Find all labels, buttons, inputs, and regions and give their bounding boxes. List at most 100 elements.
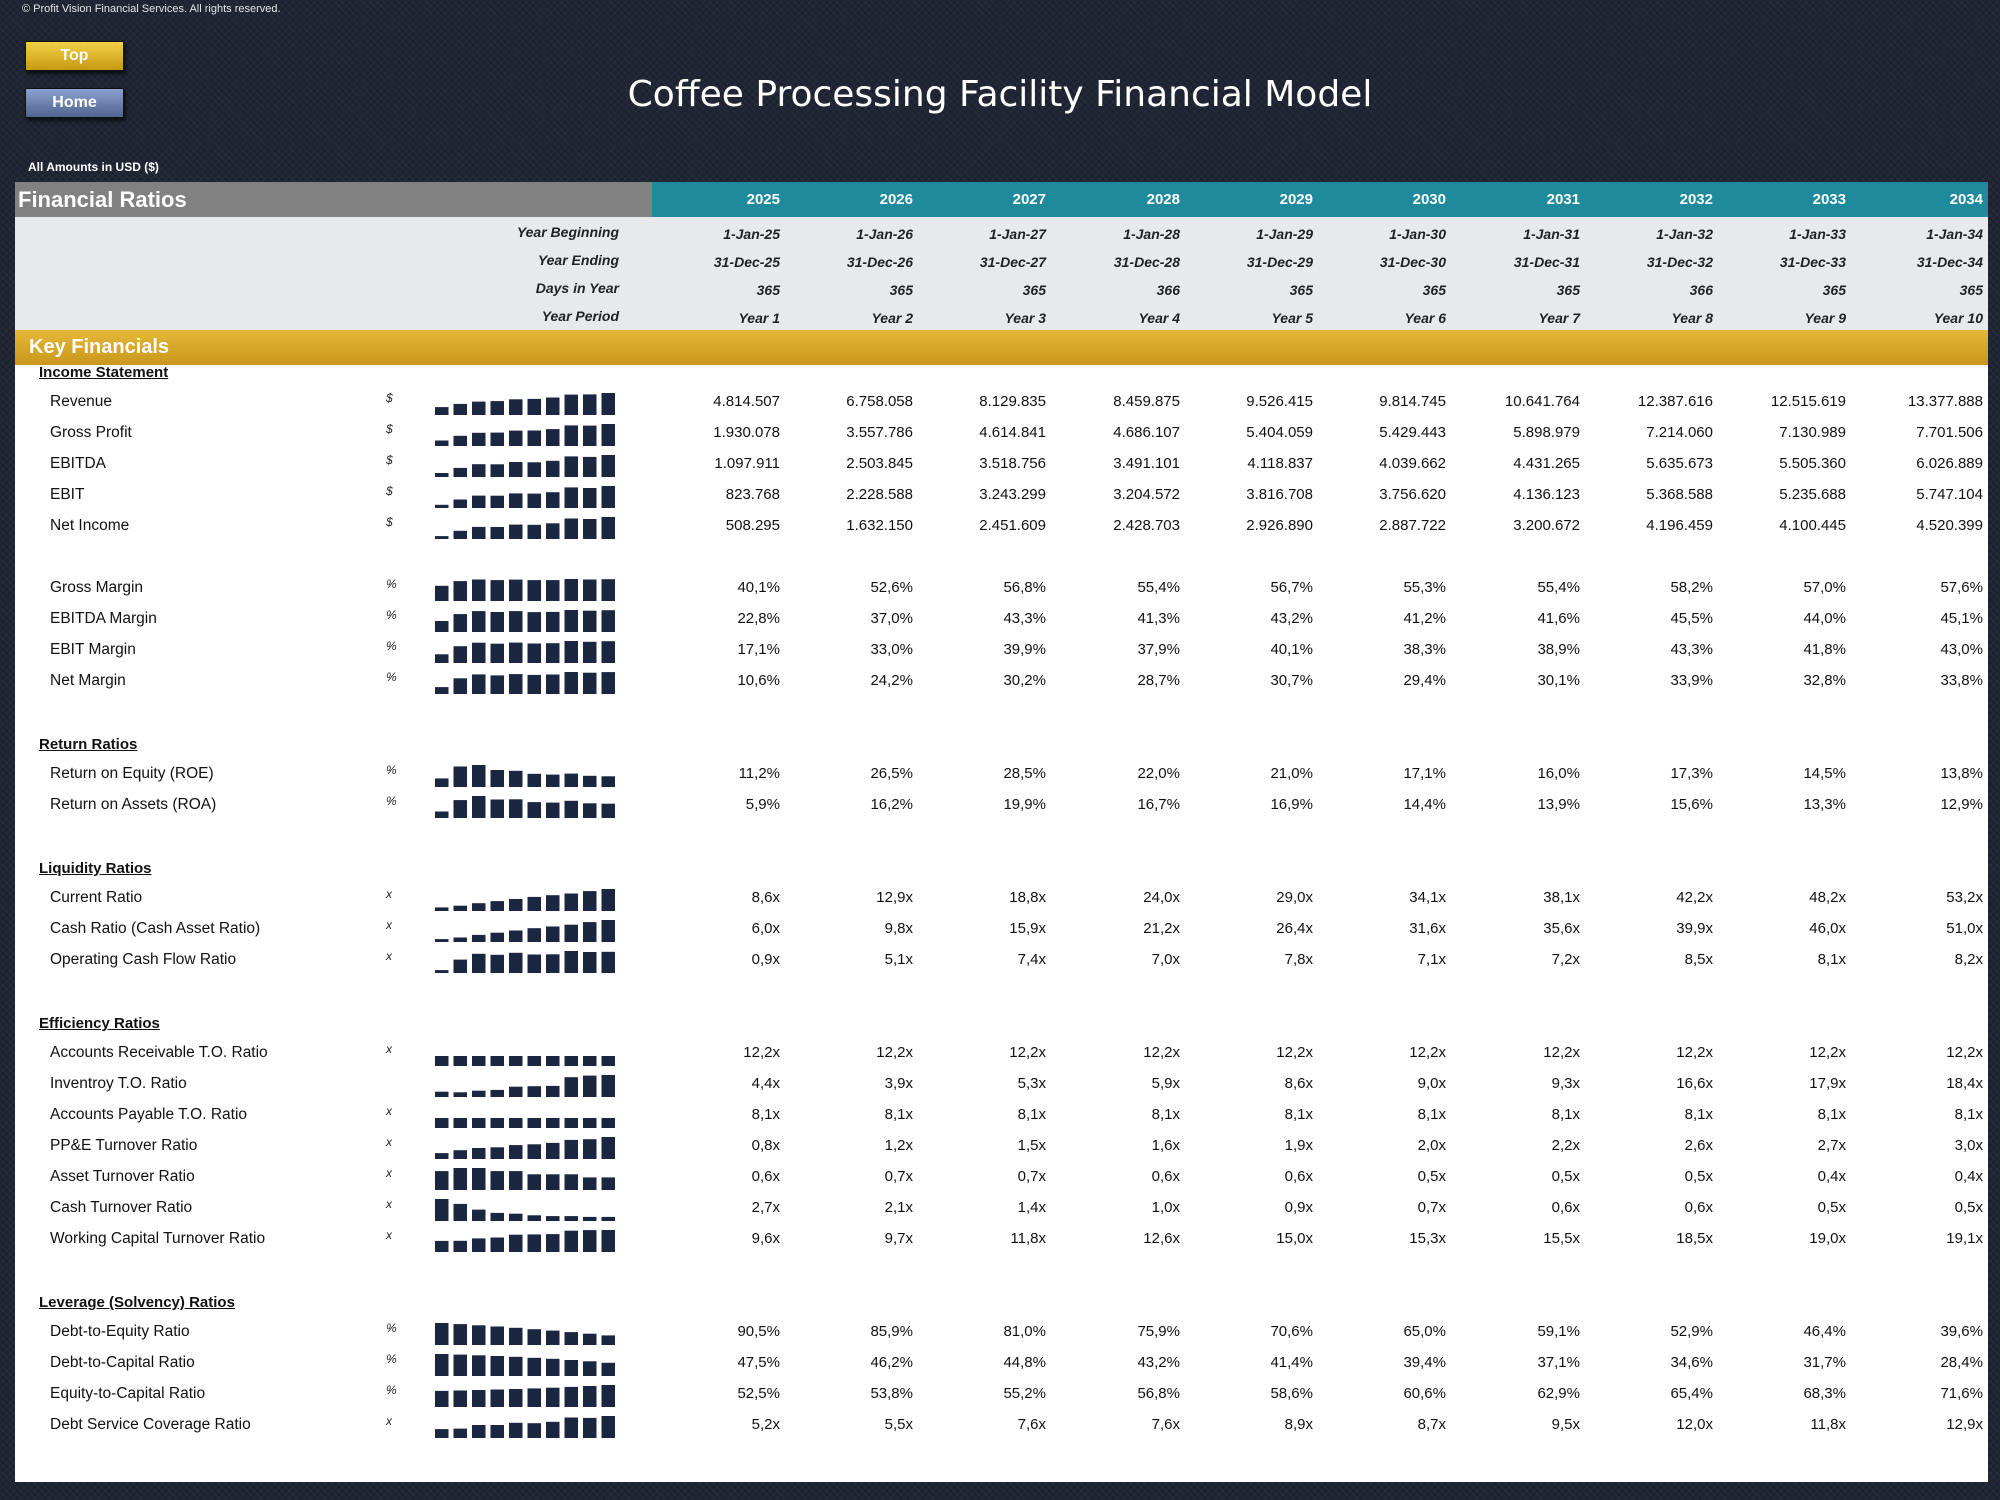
sparkline-bar xyxy=(601,1075,615,1097)
value-cell: 3.243.299 xyxy=(979,486,1046,503)
sparkline-bar xyxy=(527,1388,541,1407)
unit-label: % xyxy=(386,1321,397,1335)
value-cell: 34,1x xyxy=(1409,889,1446,906)
sparkline xyxy=(435,455,615,477)
sparkline xyxy=(435,920,615,942)
value-cell: 18,8x xyxy=(1009,889,1046,906)
unit-label: x xyxy=(386,1197,392,1211)
sparkline-bar xyxy=(601,1216,615,1221)
sparkline-bar xyxy=(583,579,597,601)
value-cell: 2.926.890 xyxy=(1246,517,1313,534)
value-cell: 52,5% xyxy=(737,1385,780,1402)
value-cell: 6.026.889 xyxy=(1916,455,1983,472)
value-cell: 5.635.673 xyxy=(1646,455,1713,472)
sparkline-bar xyxy=(472,1056,486,1066)
year-beginning-value: 1-Jan-25 xyxy=(723,226,780,242)
value-cell: 42,2x xyxy=(1676,889,1713,906)
value-cell: 38,9% xyxy=(1537,641,1580,658)
sparkline-bar xyxy=(527,1234,541,1252)
year-header: 2032 xyxy=(1679,191,1713,208)
value-cell: 5.747.104 xyxy=(1916,486,1983,503)
sparkline-bar xyxy=(564,1056,578,1066)
sparkline-bar xyxy=(453,766,467,787)
value-cell: 7,6x xyxy=(1151,1416,1180,1433)
sparkline-bar xyxy=(509,1389,523,1407)
year-period-label: Year Period xyxy=(541,308,619,324)
value-cell: 81,0% xyxy=(1003,1323,1046,1340)
value-cell: 8,1x xyxy=(751,1106,780,1123)
sparkline-bar xyxy=(564,425,578,446)
sparkline xyxy=(435,641,615,663)
value-cell: 55,4% xyxy=(1137,579,1180,596)
value-cell: 65,0% xyxy=(1403,1323,1446,1340)
value-cell: 58,2% xyxy=(1670,579,1713,596)
value-cell: 11,8x xyxy=(1810,1416,1846,1433)
sparkline-bar xyxy=(583,519,597,539)
sparkline-bar xyxy=(435,1199,449,1221)
value-cell: 3.491.101 xyxy=(1113,455,1180,472)
sparkline-bar xyxy=(564,610,578,632)
year-period-value: Year 8 xyxy=(1671,310,1713,326)
sparkline-bar xyxy=(509,493,523,508)
sparkline-bar xyxy=(601,803,615,818)
sparkline-bar xyxy=(453,1240,467,1252)
value-cell: 4.118.837 xyxy=(1247,455,1313,472)
value-cell: 0,7x xyxy=(1017,1168,1046,1185)
sparkline-bar xyxy=(583,1230,597,1252)
value-cell: 4.100.445 xyxy=(1779,517,1846,534)
sparkline-bar xyxy=(527,612,541,632)
sparkline-bar xyxy=(435,939,449,942)
sparkline-bar xyxy=(435,811,449,818)
value-cell: 37,9% xyxy=(1137,641,1180,658)
value-cell: 43,0% xyxy=(1940,641,1983,658)
value-cell: 9,0x xyxy=(1417,1075,1446,1092)
sparkline-bar xyxy=(583,488,597,508)
value-cell: 8,1x xyxy=(884,1106,913,1123)
sparkline-bar xyxy=(453,1150,467,1159)
sparkline-bar xyxy=(583,1075,597,1097)
unit-label: x xyxy=(386,1166,392,1180)
year-period-value: Year 5 xyxy=(1271,310,1313,326)
value-cell: 40,1% xyxy=(737,579,780,596)
value-cell: 5,2x xyxy=(751,1416,780,1433)
sparkline-bar xyxy=(546,1234,560,1252)
top-button[interactable]: Top xyxy=(25,41,124,71)
row-label: Working Capital Turnover Ratio xyxy=(50,1230,266,1247)
value-cell: 70,6% xyxy=(1270,1323,1313,1340)
sparkline-bar xyxy=(435,1390,449,1407)
sparkline-bar xyxy=(435,1153,449,1159)
row-label: Debt Service Coverage Ratio xyxy=(50,1416,251,1433)
key-financials-banner: Key Financials xyxy=(15,330,1988,365)
value-cell: 41,8% xyxy=(1803,641,1846,658)
sparkline-bar xyxy=(527,954,541,973)
value-cell: 4.431.265 xyxy=(1513,455,1580,472)
value-cell: 56,8% xyxy=(1137,1385,1180,1402)
sparkline xyxy=(435,1199,615,1221)
sparkline-bar xyxy=(472,765,486,787)
value-cell: 31,6x xyxy=(1409,920,1446,937)
sparkline-bar xyxy=(601,1118,615,1128)
value-cell: 0,7x xyxy=(1417,1199,1446,1216)
sparkline-bar xyxy=(546,1216,560,1221)
year-period-value: Year 2 xyxy=(871,310,913,326)
value-cell: 1.097.911 xyxy=(714,455,780,472)
sparkline-bar xyxy=(509,799,523,818)
value-cell: 18,5x xyxy=(1676,1230,1713,1247)
value-cell: 5.235.688 xyxy=(1779,486,1846,503)
value-cell: 17,9x xyxy=(1809,1075,1846,1092)
sparkline-bar xyxy=(601,486,615,508)
value-cell: 7,6x xyxy=(1017,1416,1046,1433)
value-cell: 41,3% xyxy=(1137,610,1180,627)
sparkline-bar xyxy=(453,435,467,446)
home-button[interactable]: Home xyxy=(25,88,124,118)
value-cell: 3.204.572 xyxy=(1113,486,1180,503)
value-cell: 12,2x xyxy=(1409,1044,1446,1061)
sparkline-bar xyxy=(509,1145,523,1159)
value-cell: 0,8x xyxy=(751,1137,780,1154)
year-ending-value: 31-Dec-34 xyxy=(1916,254,1983,270)
value-cell: 19,1x xyxy=(1946,1230,1983,1247)
row-label: EBITDA xyxy=(50,455,106,472)
value-cell: 4.686.107 xyxy=(1113,424,1180,441)
value-cell: 8.459.875 xyxy=(1113,393,1180,410)
sparkline xyxy=(435,579,615,601)
